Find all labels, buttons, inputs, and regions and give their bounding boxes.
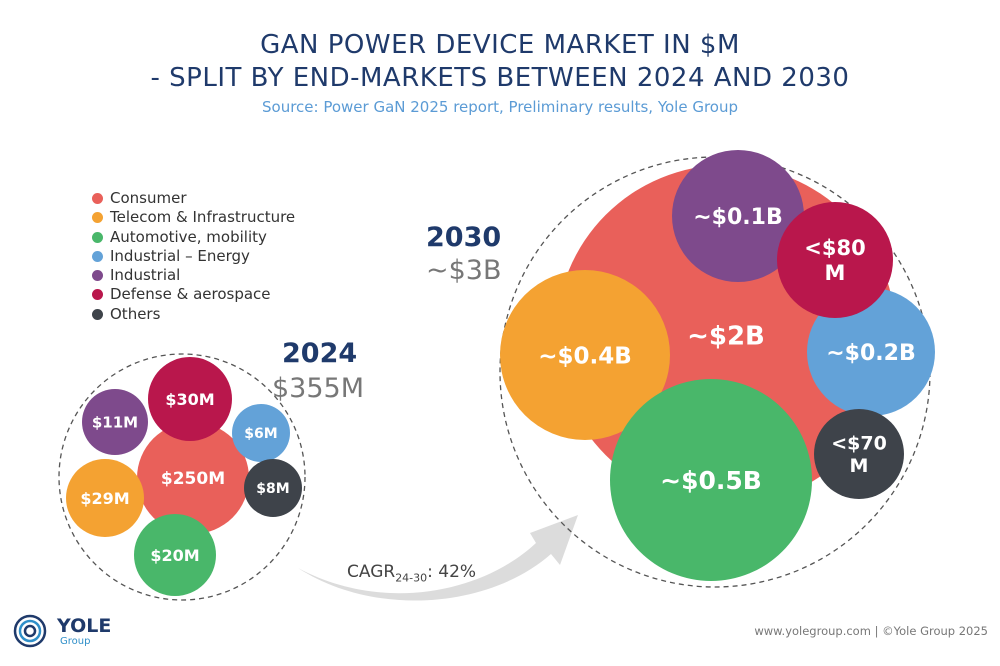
bubbles-2030: ~$2B~$0.4B~$0.5B~$0.2B~$0.1B<$80 M<$70 M (500, 150, 935, 581)
2024-bubble-label-industrial: $11M (92, 413, 138, 431)
legend-swatch (92, 289, 103, 301)
2030-bubble-industrial (672, 150, 804, 282)
legend-item-consumer: Consumer (92, 189, 295, 208)
legend-swatch (92, 193, 103, 204)
2024-bubble-telecom (66, 459, 144, 537)
2024-bubble-label-others: $8M (256, 481, 289, 497)
label-line: M (825, 261, 846, 285)
2024-bubble-automotive (134, 514, 216, 596)
2030-bubble-others (814, 409, 904, 499)
footer-copyright[interactable]: www.yolegroup.com | ©Yole Group 2025 (754, 624, 988, 638)
2024-bubble-label-industrial-energy: $6M (244, 426, 277, 442)
2024-bubble-label-automotive: $20M (150, 546, 199, 565)
yole-logo-icon (13, 614, 47, 648)
2030-bubble-label-automotive: ~$0.5B (660, 466, 762, 495)
2024-bubble-label-telecom: $29M (80, 489, 129, 508)
total-label-2030: ~$3B (426, 255, 502, 286)
2030-bubble-label-others: <$70 M (831, 432, 887, 477)
2030-bubble-automotive (610, 379, 812, 581)
legend: Consumer Telecom & Infrastructure Automo… (92, 189, 295, 324)
legend-label: Automotive, mobility (110, 227, 267, 246)
2030-bubble-industrial-energy (807, 288, 935, 416)
legend-swatch (92, 231, 103, 243)
legend-label: Industrial – Energy (110, 246, 250, 265)
year-label-2030: 2030 (426, 222, 502, 253)
2024-bubble-label-defense: $30M (165, 390, 214, 409)
legend-item-telecom: Telecom & Infrastructure (92, 208, 295, 227)
legend-item-others: Others (92, 305, 295, 324)
legend-swatch (92, 250, 103, 262)
2024-bubble-consumer (137, 422, 249, 534)
total-label-2024: $355M (272, 373, 365, 404)
legend-item-industrial: Industrial (92, 266, 295, 285)
2024-bubble-defense (148, 357, 232, 441)
2030-bubble-label-consumer: ~$2B (687, 321, 765, 351)
legend-item-automotive: Automotive, mobility (92, 228, 295, 247)
legend-label: Others (110, 304, 161, 323)
cagr-label: CAGR24-30: 42% (347, 562, 476, 584)
2030-bubble-telecom (500, 270, 670, 440)
cluster-boundary-2024 (58, 353, 306, 601)
label-line: <$70 (831, 432, 887, 454)
2030-bubble-label-telecom: ~$0.4B (538, 343, 632, 369)
2030-bubble-label-defense: <$80 M (804, 236, 865, 285)
year-label-2024: 2024 (282, 338, 358, 369)
chart-title-line2: - SPLIT BY END-MARKETS BETWEEN 2024 AND … (150, 63, 850, 93)
legend-swatch (92, 308, 103, 320)
chart-title-line1: GAN POWER DEVICE MARKET IN $M (260, 30, 740, 60)
legend-label: Defense & aerospace (110, 285, 271, 304)
bubbles-2024: $250M $29M $20M $11M $30M $6M $8M (66, 357, 302, 596)
legend-swatch (92, 212, 103, 224)
2024-bubble-label-consumer: $250M (161, 469, 225, 489)
label-line: <$80 (804, 236, 865, 260)
legend-item-industrial-energy: Industrial – Energy (92, 247, 295, 266)
cagr-arrow (298, 515, 578, 601)
logo-name: YOLE (57, 615, 112, 637)
2030-bubble-label-industrial-energy: ~$0.2B (826, 341, 915, 366)
legend-label: Consumer (110, 189, 187, 207)
chart-source: Source: Power GaN 2025 report, Prelimina… (262, 98, 738, 116)
2024-bubble-industrial (82, 389, 148, 455)
legend-swatch (92, 270, 103, 282)
logo-sub: Group (60, 636, 91, 647)
2030-bubble-label-industrial: ~$0.1B (693, 205, 782, 230)
cagr-value: : 42% (427, 562, 477, 582)
cagr-text: CAGR (347, 562, 396, 582)
2024-bubble-others (244, 459, 302, 517)
2030-bubble-defense (777, 202, 893, 318)
legend-label: Industrial (110, 266, 181, 285)
legend-label: Telecom & Infrastructure (110, 208, 296, 227)
2024-bubble-industrial-energy (232, 404, 290, 462)
legend-item-defense: Defense & aerospace (92, 285, 295, 304)
cagr-period: 24-30 (395, 571, 428, 585)
label-line: M (850, 455, 869, 477)
